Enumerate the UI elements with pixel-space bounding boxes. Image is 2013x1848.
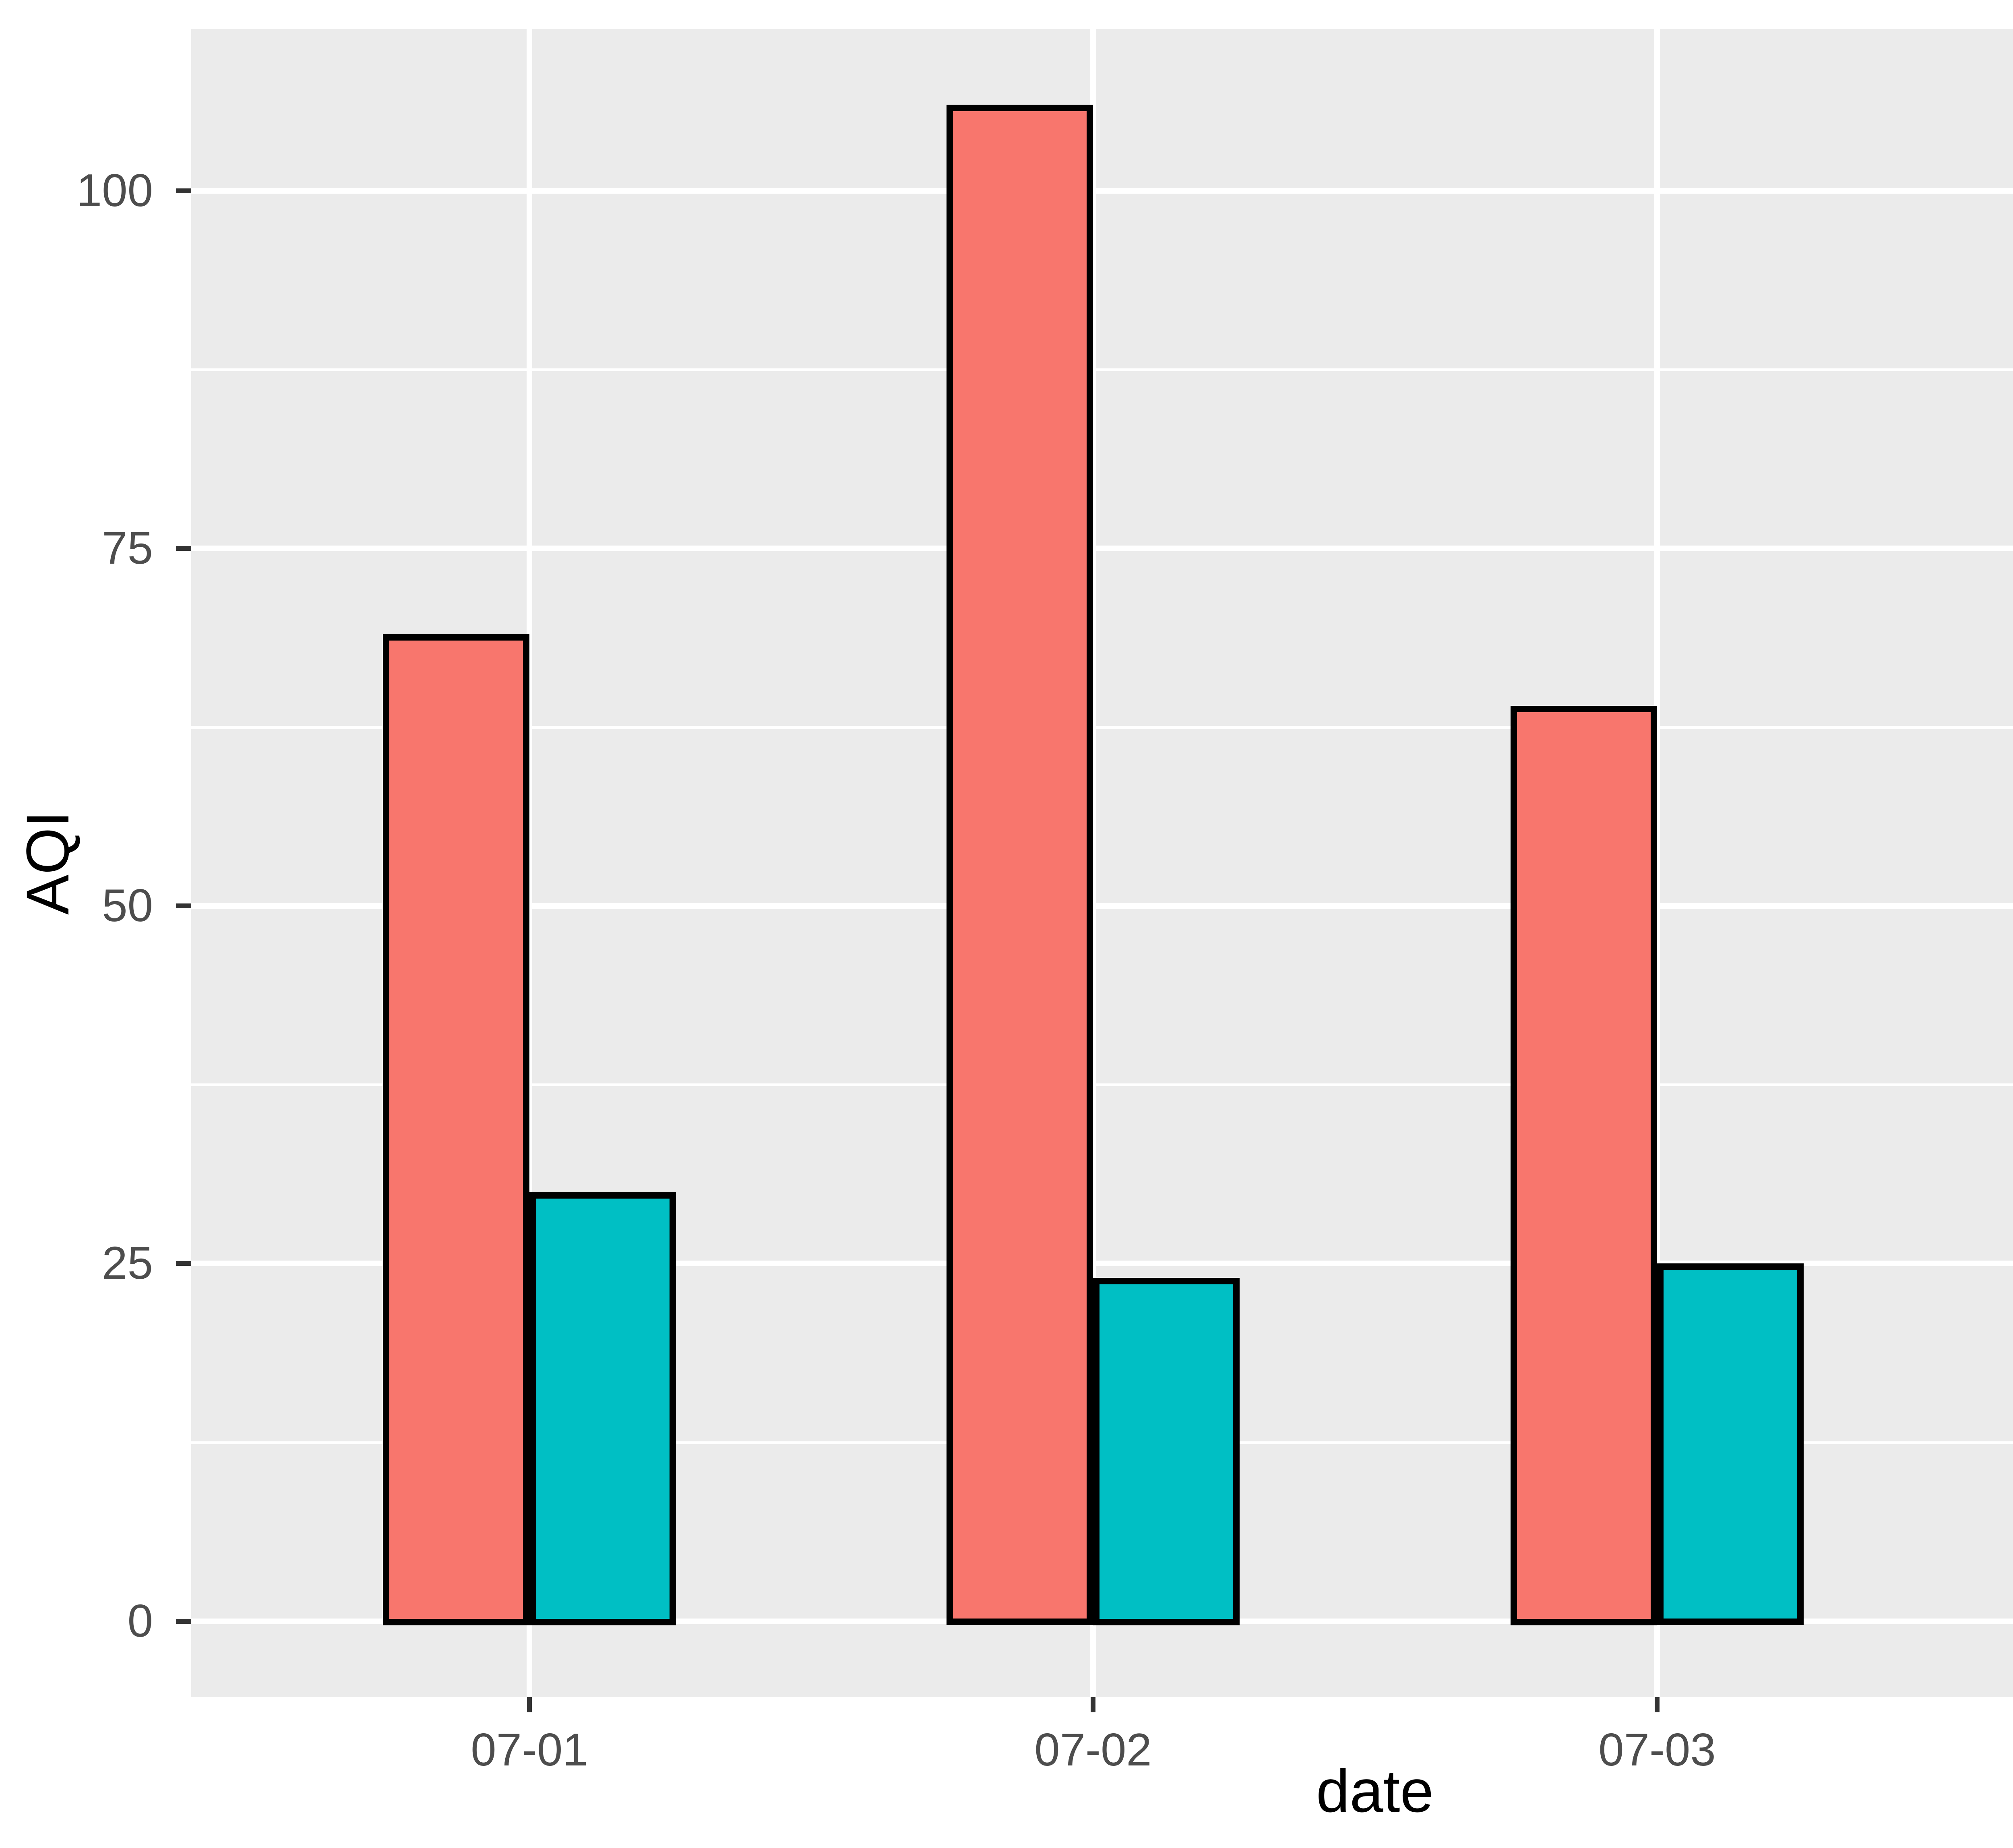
x-tick-label: 07-02 <box>1034 1724 1152 1776</box>
bar-广州-07-01 <box>529 1192 676 1625</box>
minor-gridline <box>191 1083 2013 1086</box>
major-gridline-y <box>191 546 2013 551</box>
x-tick-label: 07-03 <box>1598 1724 1716 1776</box>
y-tick-label: 75 <box>102 523 153 574</box>
y-tick-mark <box>176 546 191 551</box>
bar-北京-07-01 <box>383 634 529 1625</box>
x-tick-label: 07-01 <box>471 1724 588 1776</box>
x-axis-title: date <box>1316 1757 1434 1825</box>
bar-北京-07-03 <box>1511 706 1657 1625</box>
y-tick-label: 25 <box>102 1238 153 1289</box>
x-tick-mark <box>1091 1697 1095 1712</box>
y-tick-label: 0 <box>127 1596 153 1647</box>
y-tick-label: 100 <box>76 165 153 216</box>
minor-gridline <box>191 726 2013 729</box>
bar-广州-07-02 <box>1093 1278 1240 1625</box>
y-tick-mark <box>176 188 191 193</box>
bar-北京-07-02 <box>947 105 1093 1625</box>
minor-gridline <box>191 368 2013 371</box>
y-tick-mark <box>176 1619 191 1624</box>
x-tick-mark <box>527 1697 532 1712</box>
y-tick-label: 50 <box>102 880 153 931</box>
x-tick-mark <box>1655 1697 1660 1712</box>
y-tick-mark <box>176 1261 191 1266</box>
y-axis-title: AQI <box>14 810 81 915</box>
bar-广州-07-03 <box>1657 1263 1804 1625</box>
major-gridline-y <box>191 188 2013 194</box>
y-tick-mark <box>176 903 191 908</box>
